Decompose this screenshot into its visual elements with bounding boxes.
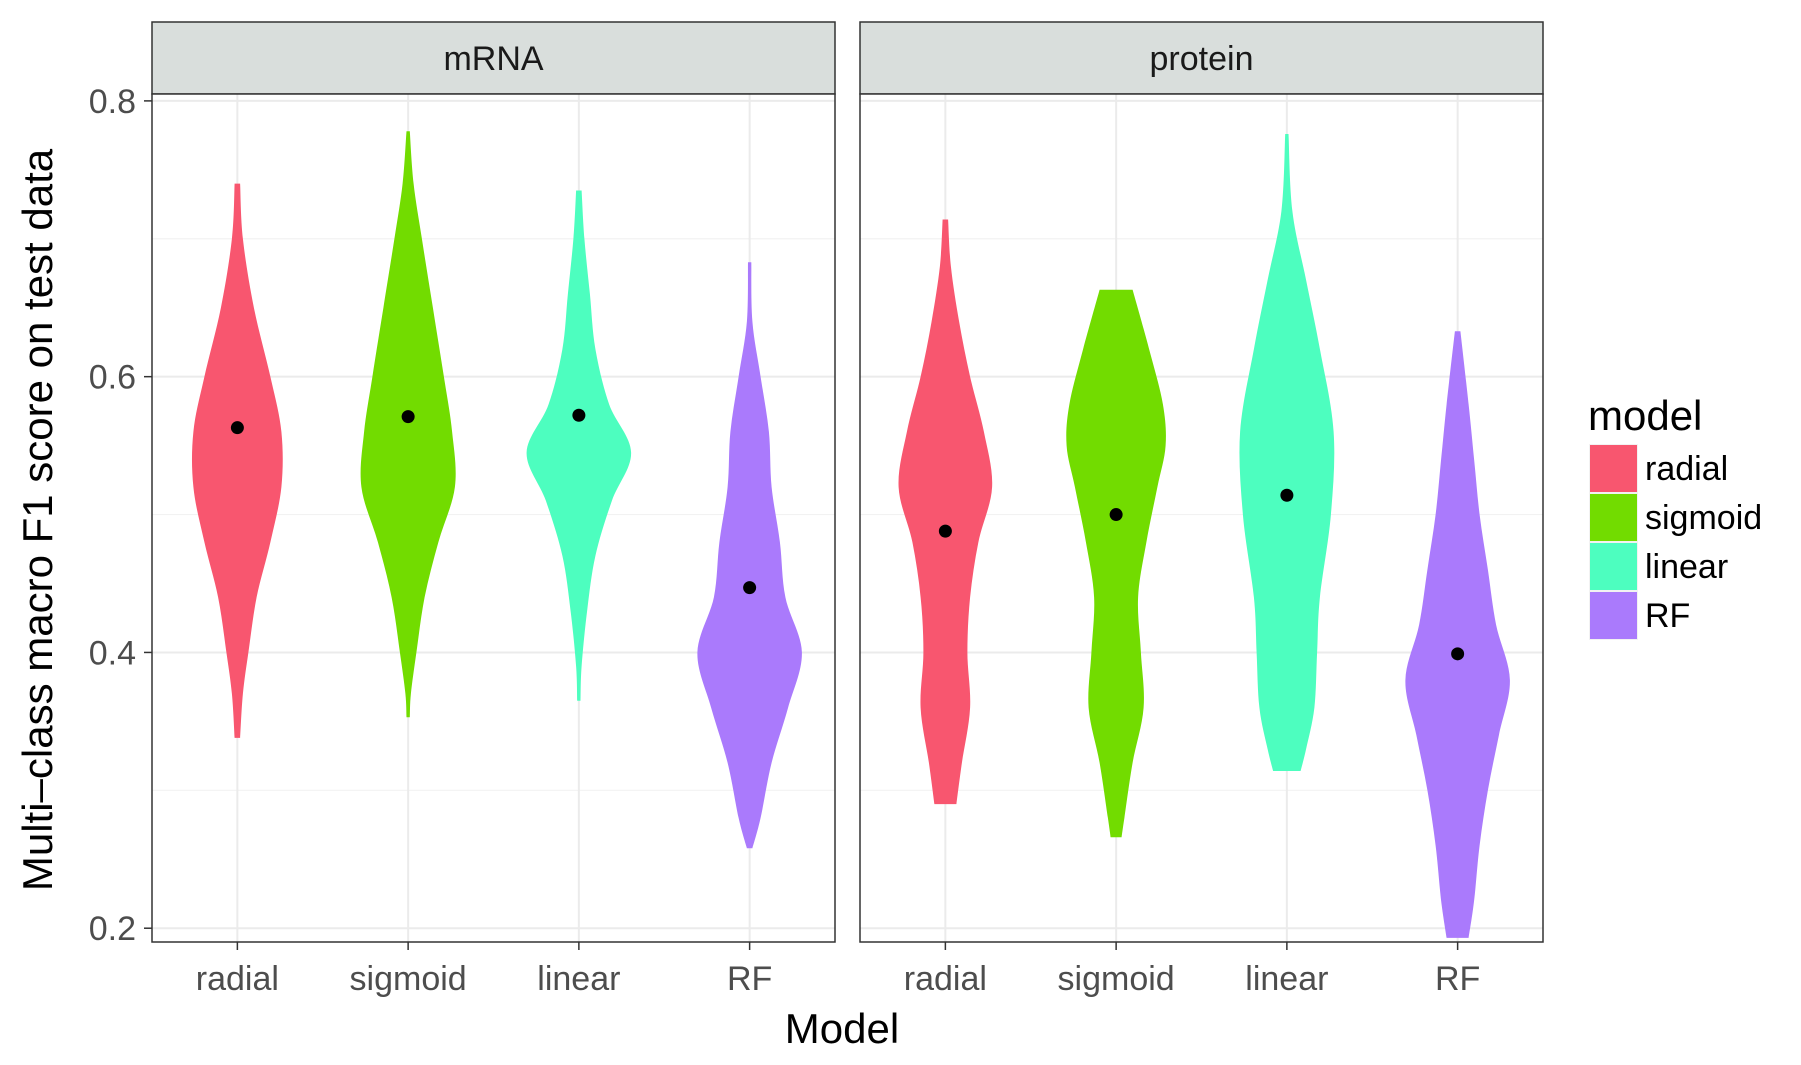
strip-label: mRNA (443, 40, 543, 78)
panel-mRNA: mRNA (151, 21, 836, 943)
violin-protein-linear (1239, 134, 1335, 771)
panel-border (859, 93, 1544, 943)
median-point-protein-RF (1451, 647, 1465, 661)
strip-background (151, 21, 836, 95)
x-axis-title: Model (785, 1005, 899, 1052)
axes: radial sigmoid linear RF radial sigmoid linear… (89, 83, 1481, 998)
violin-protein-RF (1405, 331, 1510, 938)
panel-border (151, 93, 836, 943)
legend-label: radial (1645, 450, 1728, 488)
y-axis-title: Multi–class macro F1 score on test data (14, 148, 61, 891)
y-tick-label: 0.4 (89, 634, 136, 672)
y-tick-label: 0.6 (89, 359, 136, 397)
legend-label: linear (1645, 548, 1728, 586)
x-tick-label: radial (904, 960, 987, 998)
median-point-protein-sigmoid (1109, 508, 1123, 522)
median-point-protein-linear (1280, 488, 1294, 502)
violin-mRNA-radial (191, 183, 283, 738)
median-point-mRNA-linear (572, 408, 586, 422)
legend-label: RF (1645, 597, 1690, 635)
facet-panels: mRNA protein (151, 21, 1544, 943)
legend: model radial sigmoid linear RF (1588, 392, 1762, 640)
violin-protein-sigmoid (1066, 289, 1166, 838)
median-point-protein-radial (938, 524, 952, 538)
x-tick-label: radial (196, 960, 279, 998)
median-point-mRNA-sigmoid (401, 410, 415, 424)
strip-background (859, 21, 1544, 95)
strip-label: protein (1150, 40, 1254, 78)
violin-mRNA-RF (697, 262, 802, 849)
x-tick-label: RF (727, 960, 772, 998)
x-tick-label: sigmoid (1058, 960, 1175, 998)
y-tick-label: 0.2 (89, 910, 136, 948)
x-tick-label: linear (537, 960, 620, 998)
y-tick-label: 0.8 (89, 83, 136, 121)
median-point-mRNA-radial (230, 421, 244, 435)
x-tick-label: RF (1435, 960, 1480, 998)
legend-swatch-linear (1590, 543, 1637, 590)
median-point-mRNA-RF (743, 581, 757, 595)
panel-protein: protein (859, 21, 1544, 943)
legend-swatch-sigmoid (1590, 494, 1637, 541)
legend-swatch-RF (1590, 592, 1637, 639)
legend-title: model (1588, 392, 1702, 439)
x-tick-label: linear (1245, 960, 1328, 998)
legend-label: sigmoid (1645, 499, 1762, 537)
violin-mRNA-sigmoid (360, 131, 456, 718)
x-tick-label: sigmoid (350, 960, 467, 998)
legend-swatch-radial (1590, 445, 1637, 492)
violin-protein-radial (898, 219, 993, 805)
violin-mRNA-linear (526, 190, 632, 701)
